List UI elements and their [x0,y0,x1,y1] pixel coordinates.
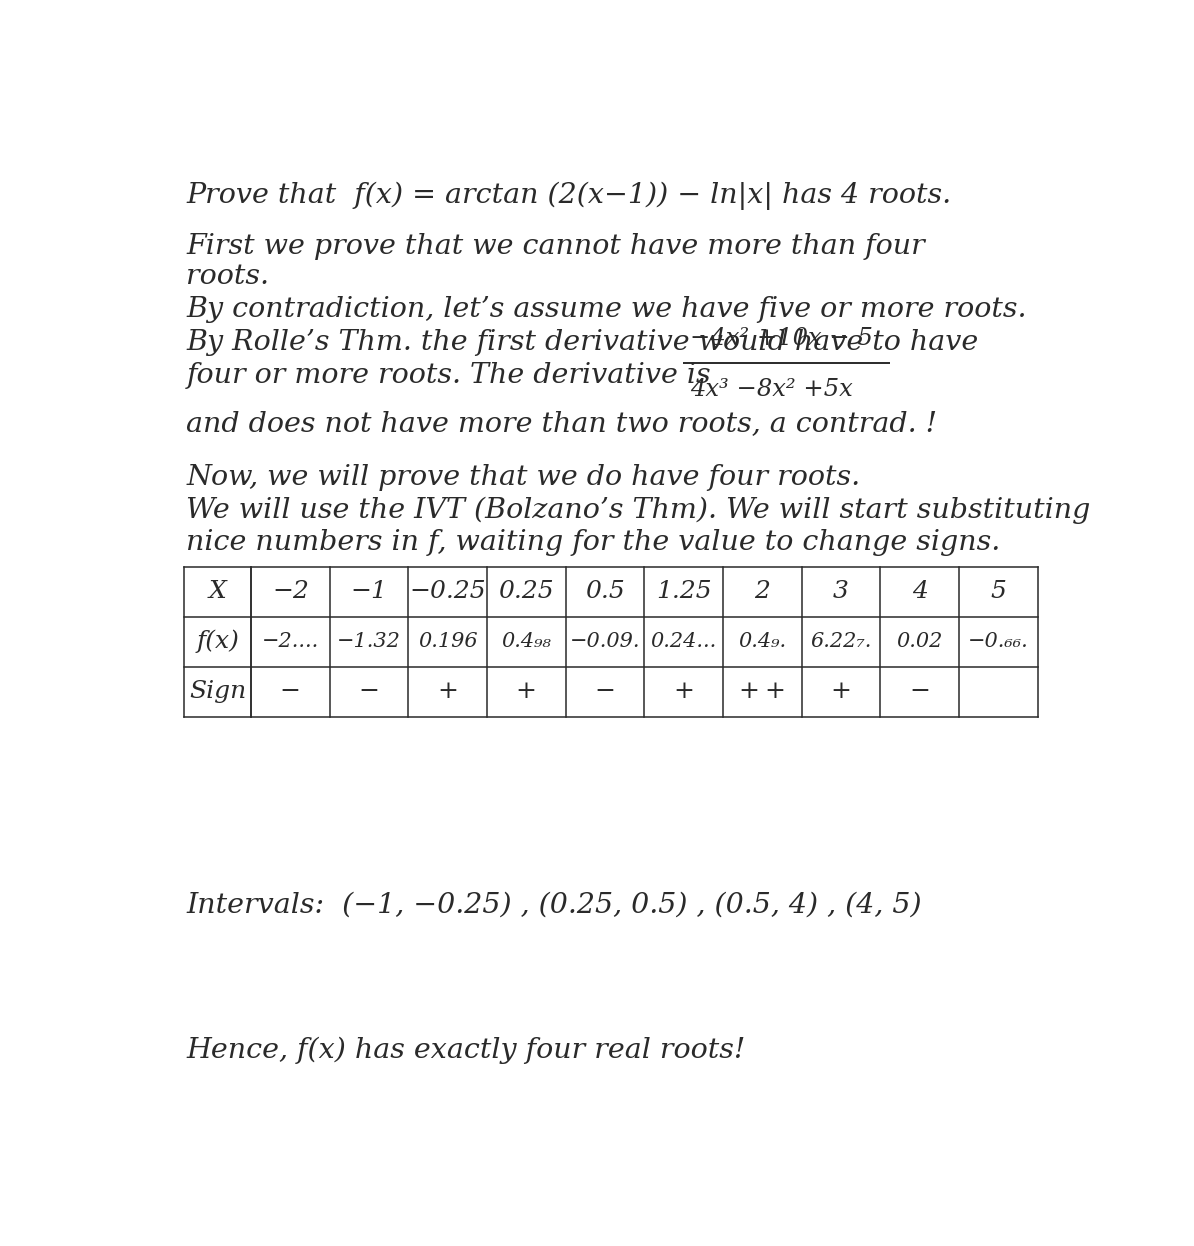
Text: −0.09.: −0.09. [570,632,640,652]
Text: 0.4₉.: 0.4₉. [738,632,787,652]
Text: −1: −1 [351,581,388,603]
Text: 6.22₇.: 6.22₇. [811,632,872,652]
Text: 5: 5 [990,581,1007,603]
Text: 0.02: 0.02 [897,632,943,652]
Text: 0.25: 0.25 [499,581,554,603]
Text: 0.196: 0.196 [418,632,478,652]
Text: +: + [516,680,537,703]
Text: and does not have more than two roots, a contrad. !: and does not have more than two roots, a… [186,410,937,437]
Text: 1.25: 1.25 [656,581,712,603]
Text: By Rolle’s Thm. the first derivative would have to have: By Rolle’s Thm. the first derivative wou… [186,329,979,356]
Text: Hence, f(x) has exactly four real roots!: Hence, f(x) has exactly four real roots! [186,1037,745,1064]
Text: Now, we will prove that we do have four roots.: Now, we will prove that we do have four … [186,465,861,491]
Text: −4x² +10x − 5: −4x² +10x − 5 [690,326,873,350]
Text: roots.: roots. [186,263,270,290]
Text: Prove that  f(x) = arctan (2(x−1)) − ln|x| has 4 roots.: Prove that f(x) = arctan (2(x−1)) − ln|x… [186,182,952,211]
Text: +: + [437,680,458,703]
Text: 3: 3 [833,581,849,603]
Text: First we prove that we cannot have more than four: First we prove that we cannot have more … [186,233,925,260]
Text: −1.32: −1.32 [337,632,401,652]
Text: f(x): f(x) [196,630,239,653]
Text: + +: + + [739,680,786,703]
Text: 4x³ −8x² +5x: 4x³ −8x² +5x [690,378,853,401]
Text: By contradiction, let’s assume we have five or more roots.: By contradiction, let’s assume we have f… [186,297,1027,323]
Text: −: − [595,680,615,703]
Text: −2: −2 [272,581,309,603]
Text: 0.24...: 0.24... [651,632,716,652]
Text: +: + [673,680,694,703]
Text: −2....: −2.... [261,632,319,652]
Text: We will use the IVT (Bolzano’s Thm). We will start substituting: We will use the IVT (Bolzano’s Thm). We … [186,497,1090,525]
Text: −0.25: −0.25 [410,581,486,603]
Text: 0.4₉₈: 0.4₉₈ [501,632,552,652]
Text: Intervals:  (−1, −0.25) , (0.25, 0.5) , (0.5, 4) , (4, 5): Intervals: (−1, −0.25) , (0.25, 0.5) , (… [186,892,922,920]
Text: 4: 4 [912,581,928,603]
Text: 2: 2 [755,581,770,603]
Text: −0.₆₆.: −0.₆₆. [968,632,1029,652]
Text: Sign: Sign [189,680,246,703]
Text: −: − [358,680,380,703]
Text: −: − [909,680,930,703]
Text: +: + [831,680,851,703]
Text: −: − [279,680,301,703]
Text: 0.5: 0.5 [585,581,624,603]
Text: four or more roots. The derivative is: four or more roots. The derivative is [186,361,710,389]
Text: X: X [209,581,227,603]
Text: nice numbers in f, waiting for the value to change signs.: nice numbers in f, waiting for the value… [186,530,1001,557]
